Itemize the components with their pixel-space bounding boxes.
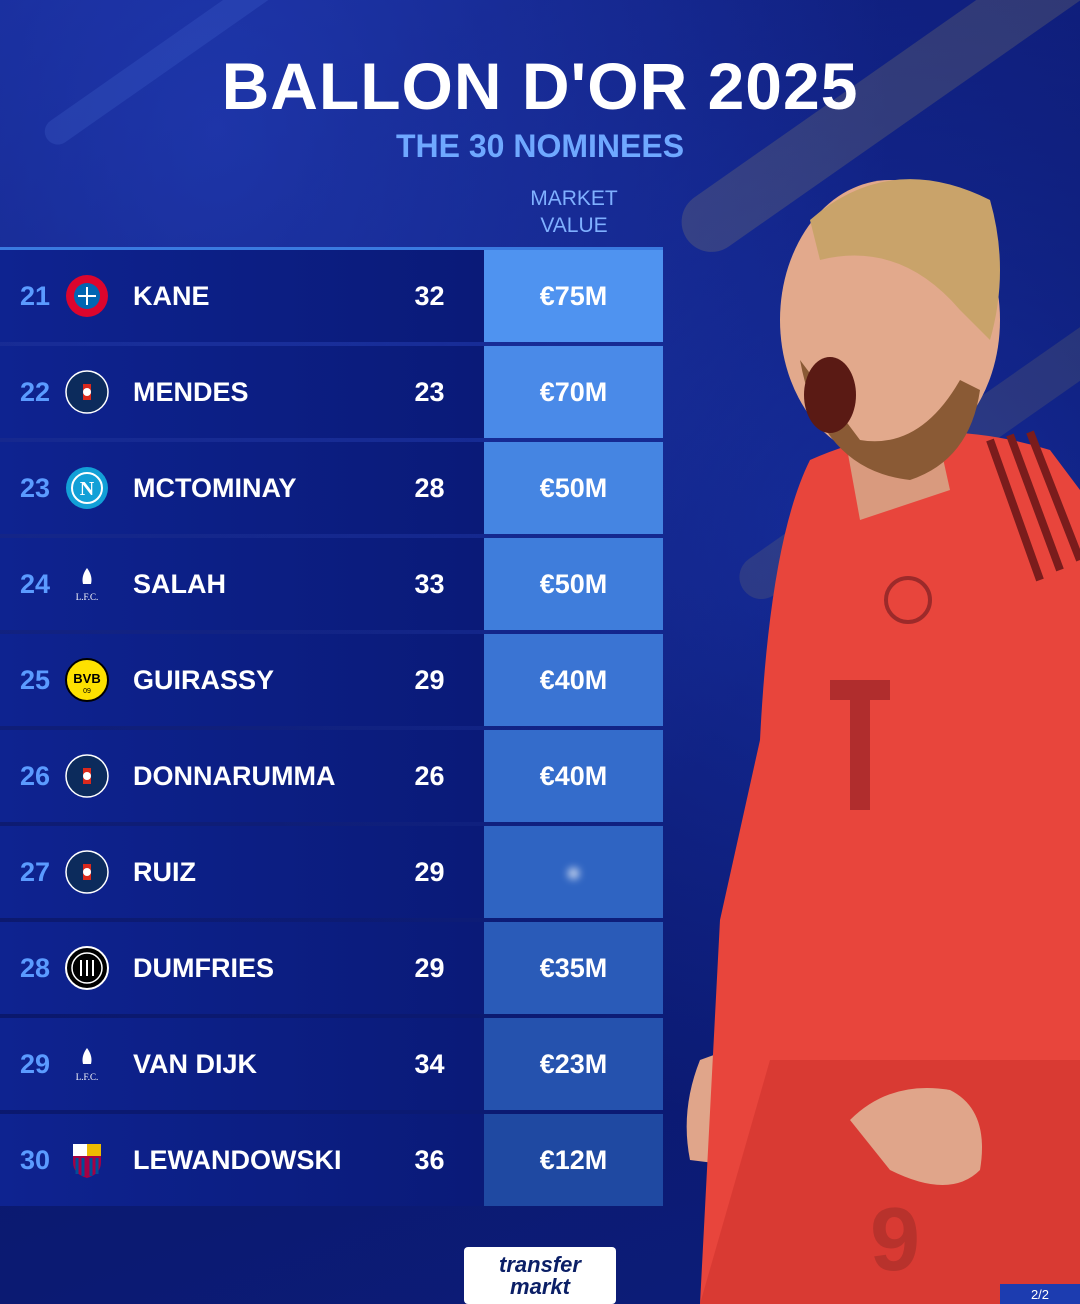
table-row: 29 L.F.C. VAN DIJK 34 €23M	[0, 1018, 663, 1110]
table-row: 22 MENDES 23 €70M	[0, 346, 663, 438]
market-value-text: €23M	[539, 1048, 608, 1079]
column-header-market-value: MARKET VALUE	[530, 187, 618, 237]
market-value: €70M	[484, 346, 663, 438]
psg-crest-icon	[65, 754, 109, 798]
svg-text:L.F.C.: L.F.C.	[76, 1072, 99, 1082]
rank-number: 26	[19, 760, 51, 791]
market-value-text: €35M	[539, 952, 608, 983]
rank-number: 27	[19, 856, 51, 887]
dortmund-crest-icon: BVB 09	[65, 658, 109, 702]
rank-number: 21	[19, 280, 51, 311]
market-value-text: €75M	[539, 280, 608, 311]
brand-line-2: markt	[510, 1273, 570, 1299]
player-age: 29	[414, 664, 445, 695]
player-name: LEWANDOWSKI	[133, 1144, 342, 1175]
market-value-text: €70M	[539, 376, 608, 407]
rank-number: 22	[19, 376, 51, 407]
market-value-text: €50M	[539, 568, 608, 599]
brand-line-1: transfer	[499, 1251, 581, 1277]
market-value: €23M	[484, 1018, 663, 1110]
player-name: DUMFRIES	[133, 952, 274, 983]
player-age: 28	[414, 472, 445, 503]
market-value-text: €50M	[539, 472, 608, 503]
inter-milan-crest-icon	[65, 946, 109, 990]
player-name: MCTOMINAY	[133, 472, 297, 503]
bayern-munich-crest-icon	[65, 274, 109, 318]
table-row: 23 N MCTOMINAY 28 €50M	[0, 442, 663, 534]
market-value: €12M	[484, 1114, 663, 1206]
player-name: VAN DIJK	[133, 1048, 258, 1079]
player-name: RUIZ	[133, 856, 196, 887]
player-age: 36	[414, 1144, 445, 1175]
player-age: 23	[414, 376, 445, 407]
market-value: €50M	[484, 442, 663, 534]
player-age: 26	[414, 760, 445, 791]
market-value: €40M	[484, 634, 663, 726]
rank-number: 29	[19, 1048, 51, 1079]
svg-text:09: 09	[83, 688, 91, 695]
svg-text:BVB: BVB	[73, 671, 100, 686]
table-row: 30 LEWANDOWSKI 36 €12M	[0, 1114, 663, 1206]
player-name: SALAH	[133, 568, 226, 599]
page-title: BALLON D'OR 2025	[221, 49, 859, 123]
rank-number: 23	[19, 472, 51, 503]
player-age: 32	[414, 280, 445, 311]
liverpool-crest-icon: L.F.C.	[65, 562, 109, 606]
market-value: €50M	[484, 538, 663, 630]
rank-number: 30	[19, 1144, 51, 1175]
market-value-text: ●	[565, 856, 582, 887]
player-name: GUIRASSY	[133, 664, 275, 695]
svg-text:N: N	[80, 478, 95, 500]
svg-text:L.F.C.: L.F.C.	[76, 592, 99, 602]
page-subtitle: THE 30 NOMINEES	[395, 128, 685, 164]
market-value: €40M	[484, 730, 663, 822]
nominees-table: 21 KANE 32 €75M 22 MENDES 23 €70M 23 N MCTOMINAY 28…	[0, 250, 663, 1210]
rank-number: 25	[19, 664, 51, 695]
market-value-text: €40M	[539, 760, 608, 791]
player-name: MENDES	[133, 376, 249, 407]
rank-number: 28	[19, 952, 51, 983]
player-photo: 9	[686, 179, 1080, 1304]
svg-text:9: 9	[870, 1190, 920, 1290]
psg-crest-icon	[65, 370, 109, 414]
market-value-text: €12M	[539, 1144, 608, 1175]
market-value: ●	[484, 826, 663, 918]
table-row: 21 KANE 32 €75M	[0, 250, 663, 342]
player-age: 29	[414, 952, 445, 983]
player-age: 34	[414, 1048, 445, 1079]
row-background	[0, 1018, 484, 1110]
row-background	[0, 538, 484, 630]
table-row: 28 DUMFRIES 29 €35M	[0, 922, 663, 1014]
page-indicator: 2/2	[1000, 1284, 1080, 1304]
player-name: DONNARUMMA	[133, 760, 336, 791]
table-row: 24 L.F.C. SALAH 33 €50M	[0, 538, 663, 630]
player-age: 33	[414, 568, 445, 599]
player-name: KANE	[133, 280, 210, 311]
liverpool-crest-icon: L.F.C.	[65, 1042, 109, 1086]
market-value: €35M	[484, 922, 663, 1014]
transfermarkt-logo: transfer markt	[464, 1247, 616, 1304]
table-row: 27 RUIZ 29 ●	[0, 826, 663, 918]
table-row: 26 DONNARUMMA 26 €40M	[0, 730, 663, 822]
player-age: 29	[414, 856, 445, 887]
market-value-text: €40M	[539, 664, 608, 695]
table-top-divider	[0, 247, 663, 250]
barcelona-crest-icon	[65, 1138, 109, 1182]
rank-number: 24	[19, 568, 51, 599]
table-row: 25 BVB 09 GUIRASSY 29 €40M	[0, 634, 663, 726]
psg-crest-icon	[65, 850, 109, 894]
market-value: €75M	[484, 250, 663, 342]
napoli-crest-icon: N	[65, 466, 109, 510]
